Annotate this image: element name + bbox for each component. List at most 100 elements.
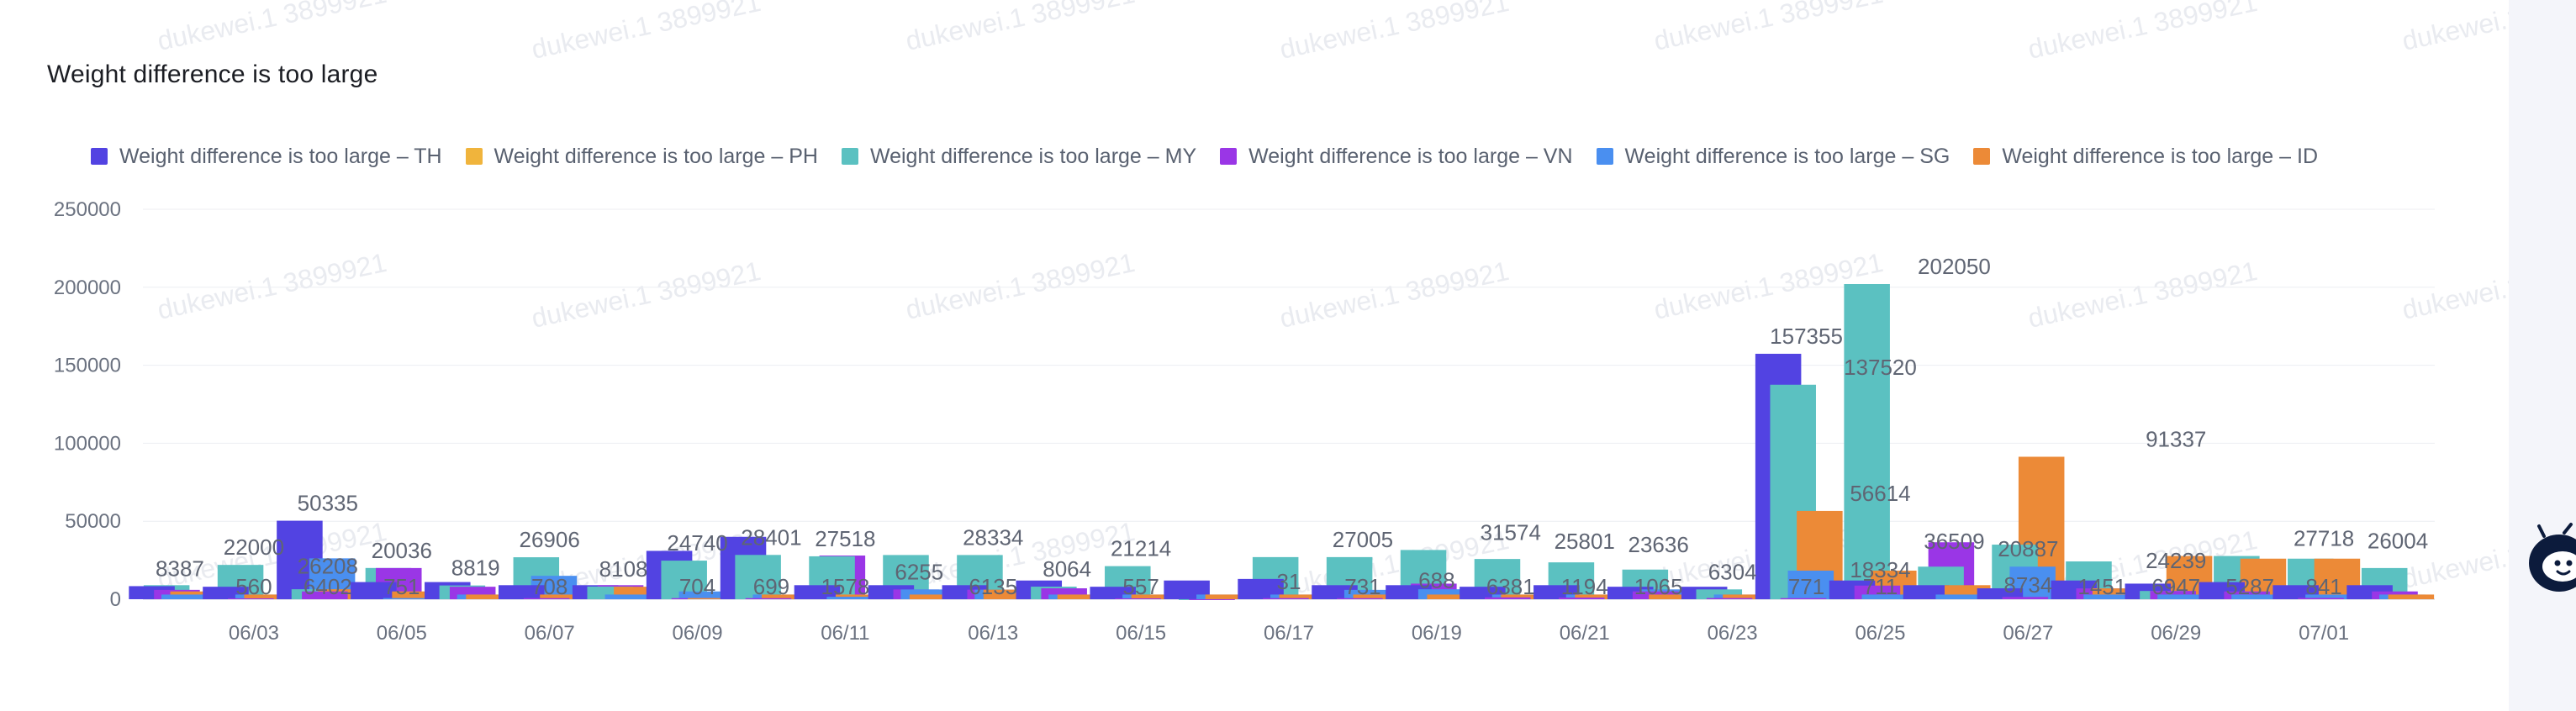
bar[interactable]: [1558, 598, 1605, 599]
bar[interactable]: [745, 598, 792, 599]
legend-item[interactable]: Weight difference is too large – TH: [91, 145, 442, 169]
bar[interactable]: [1205, 594, 1252, 599]
data-label: 8734: [2003, 572, 2052, 598]
data-label: 137520: [1844, 355, 1917, 380]
data-label: 22000: [224, 535, 284, 560]
bar[interactable]: [900, 589, 947, 599]
bar[interactable]: [2298, 598, 2344, 599]
bar[interactable]: [1501, 594, 1547, 599]
bar[interactable]: [498, 585, 545, 599]
bar[interactable]: [604, 594, 652, 599]
bar[interactable]: [1977, 588, 2024, 599]
bar[interactable]: [523, 598, 570, 599]
data-label: 688: [1418, 568, 1454, 593]
data-label: 18334: [1850, 557, 1910, 582]
legend-item[interactable]: Weight difference is too large – ID: [1973, 145, 2318, 169]
bar[interactable]: [1263, 598, 1309, 599]
bar[interactable]: [826, 597, 873, 599]
bar[interactable]: [1353, 594, 1400, 599]
data-label: 27518: [815, 526, 875, 551]
legend-item[interactable]: Weight difference is too large – SG: [1596, 145, 1950, 169]
bar[interactable]: [392, 591, 438, 599]
bar[interactable]: [2083, 594, 2130, 599]
bar[interactable]: [2231, 594, 2278, 599]
bar[interactable]: [1485, 597, 1531, 599]
data-label: 6255: [895, 559, 943, 584]
bar[interactable]: [1723, 594, 1769, 599]
bar[interactable]: [466, 594, 512, 599]
bar[interactable]: [1706, 598, 1753, 599]
data-label: 21214: [1111, 536, 1171, 561]
bar[interactable]: [302, 591, 348, 599]
bar[interactable]: [1696, 589, 1743, 599]
bar[interactable]: [1787, 570, 1834, 599]
bar[interactable]: [983, 589, 1030, 599]
data-label: 8108: [599, 556, 648, 582]
legend-item[interactable]: Weight difference is too large – PH: [465, 145, 818, 169]
bar[interactable]: [735, 555, 781, 599]
legend: Weight difference is too large – TH Weigh…: [91, 141, 2318, 171]
bar[interactable]: [351, 582, 397, 599]
bar[interactable]: [1337, 598, 1383, 599]
bar[interactable]: [1279, 594, 1326, 599]
bar[interactable]: [688, 598, 734, 599]
legend-label: Weight difference is too large – VN: [1248, 144, 1573, 168]
bar[interactable]: [1780, 598, 1827, 599]
bar[interactable]: [228, 598, 274, 599]
watermark-text: dukewei.1 3899921: [903, 247, 1138, 325]
legend-item[interactable]: Weight difference is too large – VN: [1220, 144, 1573, 169]
data-label: 1578: [821, 574, 869, 599]
bar[interactable]: [2002, 597, 2049, 599]
bar[interactable]: [1427, 594, 1473, 599]
bar[interactable]: [1935, 594, 1982, 599]
bar[interactable]: [1057, 594, 1104, 599]
bar[interactable]: [383, 598, 430, 599]
robot-assistant-icon[interactable]: [2526, 521, 2576, 602]
x-tick-label: 06/05: [377, 622, 427, 645]
bar[interactable]: [1844, 283, 1890, 599]
bar[interactable]: [909, 594, 956, 599]
bar[interactable]: [1115, 598, 1161, 599]
bar[interactable]: [2305, 594, 2352, 599]
data-label: 1194: [1561, 574, 1608, 599]
data-label: 8064: [1043, 556, 1091, 582]
chart-title: Weight difference is too large: [47, 61, 378, 88]
bar[interactable]: [1417, 589, 1465, 599]
x-tick-label: 06/13: [968, 622, 1018, 645]
bar[interactable]: [794, 585, 841, 599]
data-label: 25801: [1555, 529, 1615, 554]
x-tick-label: 06/27: [2003, 622, 2053, 645]
bar[interactable]: [2157, 594, 2204, 599]
bar[interactable]: [1861, 594, 1908, 599]
y-tick-label: 250000: [54, 198, 121, 221]
watermark-text: dukewei.1 3899921: [529, 255, 763, 334]
x-tick-label: 06/19: [1412, 622, 1462, 645]
watermark-text: dukewei.1 3899921: [155, 247, 389, 325]
x-tick-label: 06/23: [1708, 622, 1758, 645]
watermark-text: dukewei.1 3899921: [155, 0, 389, 56]
bar[interactable]: [1575, 594, 1621, 599]
data-label: 1065: [1634, 574, 1683, 599]
bar[interactable]: [2388, 594, 2435, 599]
bar[interactable]: [161, 594, 208, 599]
bar[interactable]: [1649, 594, 1695, 599]
data-label: 91337: [2146, 426, 2206, 451]
legend-label: Weight difference is too large – MY: [869, 144, 1197, 168]
data-label: 26004: [2367, 529, 2428, 554]
bar[interactable]: [540, 594, 586, 599]
bars-layer: [129, 283, 2435, 600]
legend-item[interactable]: Weight difference is too large – MY: [841, 144, 1197, 169]
watermark-text: dukewei.1 3899921: [2025, 255, 2260, 334]
y-tick-label: 200000: [54, 276, 121, 299]
data-label: 27005: [1333, 527, 1393, 552]
bar[interactable]: [244, 594, 290, 599]
legend-label: Weight difference is too large – TH: [119, 144, 442, 168]
bar[interactable]: [1131, 594, 1178, 599]
legend-swatch: [841, 148, 858, 165]
x-axis: 06/03 06/05 06/07 06/09 06/11 06/13 06/15 06/17…: [143, 598, 2435, 645]
bar[interactable]: [762, 594, 808, 599]
y-tick-label: 50000: [65, 510, 121, 533]
bar[interactable]: [1189, 598, 1235, 600]
bar[interactable]: [678, 591, 726, 599]
data-label: 157355: [1770, 324, 1843, 349]
